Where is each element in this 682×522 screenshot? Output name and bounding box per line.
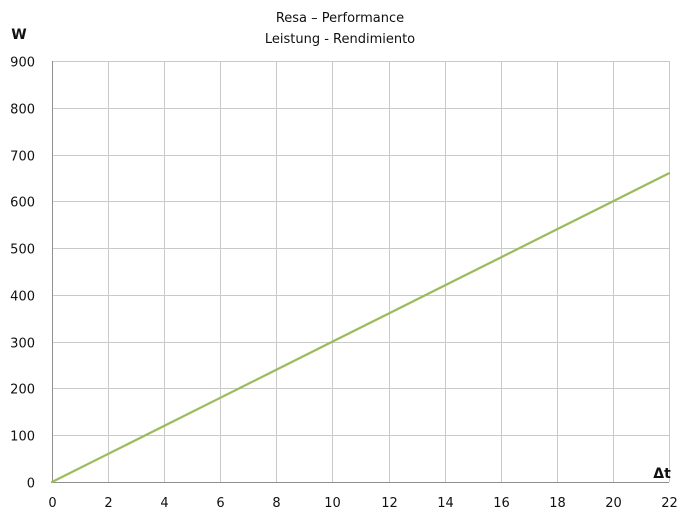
series-point (668, 172, 670, 174)
grid-layer (52, 61, 670, 482)
series-point (612, 200, 614, 202)
series-line-0 (50, 172, 671, 484)
x-tick-label: 4 (160, 496, 168, 511)
y-tick-label: 200 (10, 383, 35, 398)
x-tick-label: 18 (549, 496, 566, 511)
axis-layer (52, 61, 669, 483)
x-tick-label: 16 (493, 496, 510, 511)
y-tick-label: 100 (10, 430, 35, 445)
x-tick-label: 8 (272, 496, 280, 511)
x-tick-label: 12 (381, 496, 398, 511)
chart-subtitle: Leistung - Rendimiento (265, 32, 415, 47)
y-tick-label: 300 (10, 337, 35, 352)
series-point (387, 312, 389, 314)
series-point (556, 228, 558, 230)
series-point (107, 453, 109, 455)
x-tick-label: 20 (605, 496, 622, 511)
label-layer: Resa – Performance Leistung - Rendimient… (10, 11, 678, 511)
x-tick-label: 2 (104, 496, 112, 511)
chart-title: Resa – Performance (276, 11, 404, 26)
series-point (443, 284, 445, 286)
series-point (219, 397, 221, 399)
x-tick-label: 22 (661, 496, 678, 511)
x-tick-label: 6 (216, 496, 224, 511)
y-tick-label: 0 (27, 477, 35, 492)
series-point (331, 340, 333, 342)
y-tick-label: 400 (10, 290, 35, 305)
y-tick-label: 800 (10, 103, 35, 118)
series-point (163, 425, 165, 427)
y-tick-label: 700 (10, 150, 35, 165)
y-axis-label: W (11, 27, 26, 43)
series-layer (50, 172, 671, 484)
series-point (500, 256, 502, 258)
y-tick-label: 500 (10, 243, 35, 258)
x-tick-label: 14 (437, 496, 454, 511)
series-point (275, 369, 277, 371)
x-tick-label: 0 (48, 496, 56, 511)
y-tick-label: 600 (10, 196, 35, 211)
x-tick-label: 10 (324, 496, 341, 511)
y-tick-label: 900 (10, 56, 35, 71)
series-point (51, 481, 53, 483)
x-axis-label: Δt (653, 466, 671, 482)
